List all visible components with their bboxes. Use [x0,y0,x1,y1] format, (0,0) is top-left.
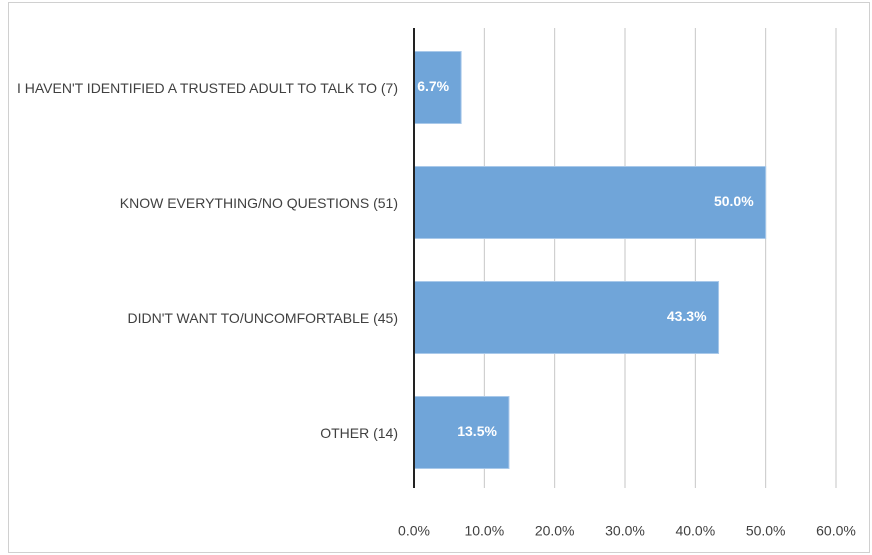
bar [413,51,462,124]
x-tick-label: 30.0% [605,523,645,539]
category-text: DIDN'T WANT TO/UNCOMFORTABLE (45) [127,309,398,326]
category-text: I HAVEN'T IDENTIFIED A TRUSTED ADULT TO … [16,79,398,96]
bar [413,166,767,239]
x-tick-label: 0.0% [398,523,430,539]
x-tick-label: 40.0% [675,523,715,539]
x-tick-label: 50.0% [746,523,786,539]
bar [413,396,510,469]
chart-border [8,2,870,553]
value-label: 13.5% [457,423,497,439]
value-label: 6.7% [417,78,449,94]
bar [413,281,720,354]
category-label: DIDN'T WANT TO/UNCOMFORTABLE (45) [10,288,398,348]
value-label: 50.0% [714,193,754,209]
category-text: KNOW EVERYTHING/NO QUESTIONS (51) [119,194,398,211]
category-text: OTHER (14) [320,424,398,441]
category-label: KNOW EVERYTHING/NO QUESTIONS (51) [10,173,398,233]
category-label: OTHER (14) [10,403,398,463]
x-tick-label: 10.0% [464,523,504,539]
x-tick-label: 60.0% [816,523,856,539]
category-label: I HAVEN'T IDENTIFIED A TRUSTED ADULT TO … [10,58,398,118]
x-tick-label: 20.0% [535,523,575,539]
value-label: 43.3% [667,308,707,324]
